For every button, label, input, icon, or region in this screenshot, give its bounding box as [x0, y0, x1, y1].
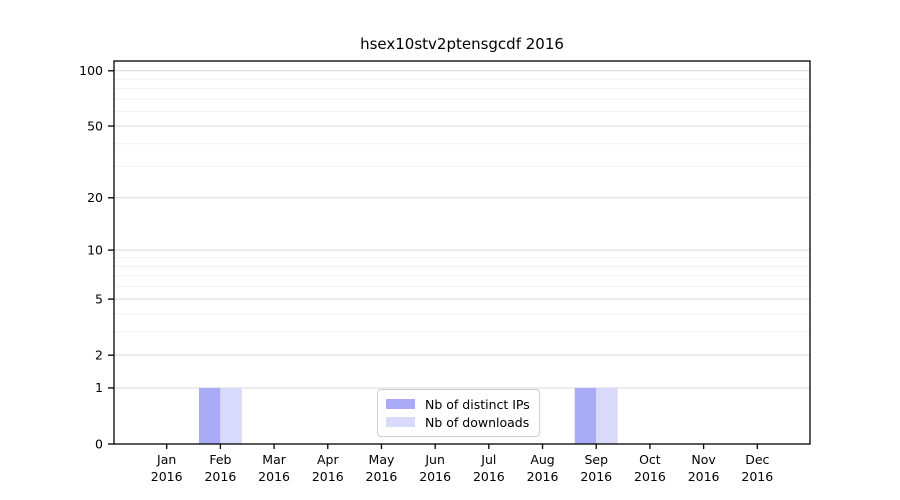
- x-tick-label-jun-2016: Jun 2016: [419, 452, 451, 484]
- chart-title: hsex10stv2ptensgcdf 2016: [360, 35, 564, 53]
- y-tick-label-100: 100: [79, 63, 103, 78]
- bar-nb-of-distinct-ips-feb-2016: [198, 387, 221, 444]
- x-tick-label-mar-2016: Mar 2016: [258, 452, 290, 484]
- legend-label-distinct-ips: Nb of distinct IPs: [425, 396, 530, 412]
- x-tick-label-feb-2016: Feb 2016: [204, 452, 236, 484]
- x-tick-label-may-2016: May 2016: [366, 452, 398, 484]
- x-tick-label-jan-2016: Jan 2016: [151, 452, 183, 484]
- x-tick-label-sep-2016: Sep 2016: [580, 452, 612, 484]
- x-tick-label-dec-2016: Dec 2016: [741, 452, 773, 484]
- legend-item-downloads: Nb of downloads: [386, 415, 531, 430]
- bar-nb-of-downloads-sep-2016: [596, 387, 618, 444]
- bar-nb-of-downloads-feb-2016: [220, 387, 242, 444]
- bar-nb-of-distinct-ips-sep-2016: [574, 387, 597, 444]
- y-tick-label-0: 0: [95, 436, 103, 451]
- x-tick-label-oct-2016: Oct 2016: [634, 452, 666, 484]
- legend: Nb of distinct IPs Nb of downloads: [377, 389, 540, 437]
- x-tick-label-aug-2016: Aug 2016: [527, 452, 559, 484]
- y-tick-label-1: 1: [95, 380, 103, 395]
- y-tick-label-5: 5: [95, 291, 103, 306]
- y-tick-label-20: 20: [87, 190, 103, 205]
- plot-border: [113, 60, 811, 445]
- y-tick-label-50: 50: [87, 118, 103, 133]
- x-tick-label-nov-2016: Nov 2016: [688, 452, 720, 484]
- legend-item-distinct-ips: Nb of distinct IPs: [386, 397, 531, 412]
- x-tick-label-apr-2016: Apr 2016: [312, 452, 344, 484]
- legend-label-downloads: Nb of downloads: [425, 414, 530, 430]
- legend-swatch-distinct-ips-icon: [386, 399, 415, 409]
- legend-swatch-downloads-icon: [386, 417, 415, 427]
- y-tick-label-2: 2: [95, 347, 103, 362]
- x-tick-label-jul-2016: Jul 2016: [473, 452, 505, 484]
- y-tick-label-10: 10: [87, 242, 103, 257]
